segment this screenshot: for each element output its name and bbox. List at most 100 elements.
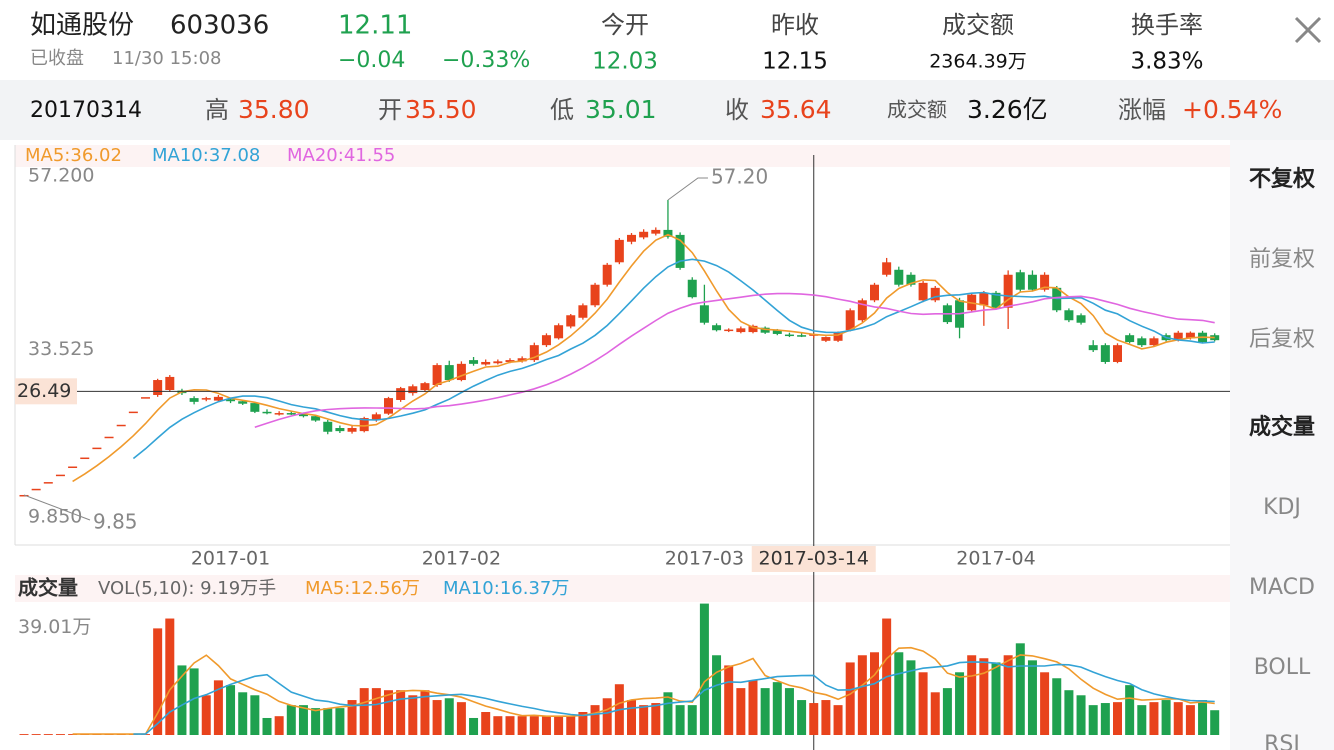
volume-bar — [408, 695, 418, 735]
change: −0.04 — [338, 48, 405, 73]
vol-ma-line — [72, 646, 1215, 735]
candle-body — [420, 383, 430, 391]
volume-bar — [967, 655, 977, 735]
volume-bar — [627, 700, 636, 735]
candle-body — [189, 398, 199, 402]
candle-body — [590, 284, 600, 306]
candle-body — [675, 234, 685, 268]
candle-body — [712, 325, 722, 331]
volume-bar — [517, 716, 527, 735]
info-label: 成交额 — [887, 98, 947, 122]
candle-body — [602, 264, 612, 285]
candle-body — [55, 474, 65, 477]
candle-body — [335, 428, 345, 432]
crosshair-price: 26.49 — [17, 380, 71, 402]
price: 12.11 — [338, 11, 412, 41]
candle-body — [930, 287, 940, 301]
info-label: 高 — [205, 96, 229, 124]
ma-line — [132, 258, 1215, 460]
candle-body — [274, 413, 284, 415]
volume-bar — [55, 734, 65, 735]
volume-bar — [955, 672, 965, 735]
volume-bar — [760, 688, 770, 735]
volume-bar — [1076, 695, 1086, 735]
volume-bar — [1015, 643, 1025, 735]
volume-bar — [165, 618, 175, 735]
side-tab[interactable]: 成交量 — [1249, 414, 1315, 440]
vol-legend: VOL(5,10): 9.19万手 — [98, 578, 276, 599]
candle-body — [80, 457, 90, 460]
volume-bar — [772, 682, 782, 735]
candle-body — [116, 424, 126, 427]
volume-bar — [833, 705, 843, 735]
candle-body — [384, 398, 393, 414]
candle-body — [979, 292, 989, 306]
candle-body — [456, 363, 466, 381]
candle-body — [311, 416, 321, 421]
side-tab[interactable]: BOLL — [1254, 655, 1311, 680]
info-label: 收 — [725, 96, 749, 124]
candle-body — [784, 334, 794, 337]
status: 已收盘 — [30, 48, 84, 69]
candle-body — [68, 466, 78, 469]
candle-body — [359, 418, 369, 432]
volume-bar — [1088, 705, 1098, 735]
side-tab[interactable]: MACD — [1249, 575, 1315, 600]
side-tab[interactable]: 前复权 — [1249, 247, 1315, 272]
vol-ma-legend: MA10:16.37万 — [443, 578, 569, 599]
candle-body — [845, 310, 855, 331]
candle-body — [43, 482, 53, 484]
volume-bar — [420, 690, 430, 735]
candle-body — [639, 231, 649, 238]
candle-body — [517, 358, 527, 362]
volume-bar — [930, 692, 940, 735]
close-button[interactable] — [1294, 16, 1322, 44]
candle-body — [797, 335, 807, 337]
volume-bar — [906, 660, 916, 735]
side-tab[interactable]: 不复权 — [1249, 166, 1316, 192]
volume-bar — [724, 665, 734, 735]
candle-body — [614, 239, 624, 263]
volume-bar — [274, 716, 284, 735]
side-tab[interactable]: KDJ — [1263, 495, 1301, 520]
info-label: 开 — [378, 96, 402, 124]
volume-bar — [262, 717, 272, 735]
candle-body — [724, 329, 734, 332]
volume-bar — [432, 700, 442, 735]
close-icon[interactable] — [1294, 16, 1322, 44]
volume-bar — [226, 685, 236, 735]
volume-bar — [1210, 710, 1220, 735]
volume-bar — [444, 698, 454, 735]
candle-body — [566, 315, 576, 327]
volume-bar — [371, 688, 381, 735]
vol-ma-line — [133, 661, 1215, 735]
candle-body — [857, 300, 867, 321]
candle-body — [578, 305, 588, 318]
candle-body — [1076, 315, 1086, 323]
candle-body — [1137, 338, 1147, 346]
vol-title: 成交量 — [18, 576, 78, 600]
volume-bar — [687, 705, 697, 735]
volume-bar — [1040, 672, 1050, 735]
volume-bar — [177, 665, 187, 735]
side-tab[interactable]: RSI — [1264, 732, 1300, 750]
candle-body — [408, 386, 418, 394]
volume-bar — [493, 716, 503, 735]
volume-bar — [238, 692, 248, 735]
candle-body — [153, 380, 163, 395]
volume-bar — [505, 716, 515, 735]
volume-bar — [979, 658, 989, 735]
volume-bar — [1064, 690, 1074, 735]
volume-bar — [1161, 700, 1171, 735]
volume-bar — [1027, 660, 1037, 735]
candle-body — [748, 325, 758, 333]
volume-bar — [201, 695, 211, 735]
side-tab[interactable]: 后复权 — [1249, 327, 1315, 352]
candle-body — [699, 305, 709, 323]
candle-body — [1040, 274, 1050, 290]
volume-bar — [189, 668, 199, 735]
info-label: 低 — [550, 96, 574, 124]
volume-bar — [541, 716, 551, 735]
volume-bar — [529, 716, 539, 735]
ma-line — [72, 233, 1215, 483]
